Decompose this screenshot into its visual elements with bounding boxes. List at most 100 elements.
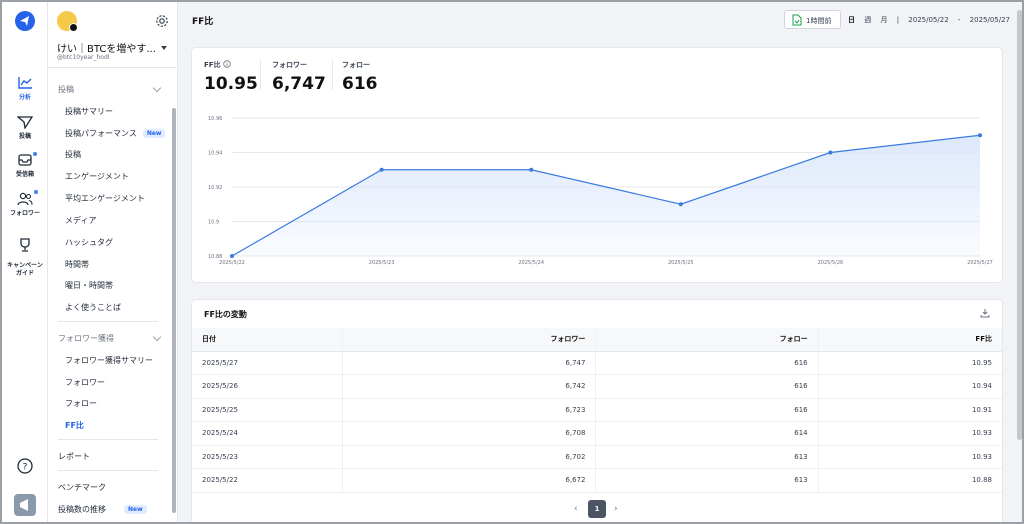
ff-ratio-table: 日付 フォロワー フォロー FF比 2025/5/27 6,747 616 10.95… <box>192 328 1002 493</box>
cell-date: 2025/5/24 <box>192 421 343 446</box>
sidebar: けい｜BTCを増やす... @btc10year_hodl 投稿 投稿サマリー … <box>48 2 178 522</box>
sidebar-item-report[interactable]: レポート <box>58 452 90 461</box>
col-followers[interactable]: フォロワー <box>342 328 597 352</box>
next-page-button[interactable]: › <box>614 504 618 514</box>
date-to[interactable]: 2025/05/27 <box>969 16 1011 24</box>
sidebar-item-hashtag[interactable]: ハッシュタグ <box>65 238 113 247</box>
sidebar-item-ff-ratio[interactable]: FF比 <box>65 421 84 430</box>
section-posts[interactable]: 投稿 <box>58 83 162 95</box>
account-switcher[interactable]: けい｜BTCを増やす... @btc10year_hodl <box>48 2 178 68</box>
metric-label: FF比 <box>204 60 258 70</box>
chevron-down-icon[interactable] <box>161 46 167 50</box>
file-refresh-icon <box>792 14 802 26</box>
period-day-button[interactable]: 日 <box>848 16 855 24</box>
cell-date: 2025/5/25 <box>192 398 343 422</box>
sidebar-item-common-words[interactable]: よく使うことば <box>65 303 121 312</box>
metric-followers: フォロワー 6,747 <box>272 60 326 94</box>
section-followers-label: フォロワー獲得 <box>58 334 114 343</box>
table-header-row: 日付 フォロワー フォロー FF比 <box>192 328 1002 352</box>
info-icon[interactable] <box>223 60 231 68</box>
sidebar-nav: 投稿 投稿サマリー 投稿パフォーマンス New 投稿 エンゲージメント 平均エンゲ… <box>48 68 172 522</box>
data-point <box>529 167 534 172</box>
metric-ff-ratio: FF比 10.95 <box>204 60 258 94</box>
rail-item-inbox[interactable]: 受信箱 <box>2 153 48 178</box>
period-week-button[interactable]: 週 <box>864 16 872 24</box>
col-ff-ratio[interactable]: FF比 <box>818 328 1002 352</box>
metric-divider <box>260 60 261 90</box>
sidebar-item-media[interactable]: メディア <box>65 216 97 225</box>
y-tick-label: 10.96 <box>208 116 222 122</box>
data-point <box>230 254 234 258</box>
help-icon[interactable]: ? <box>17 458 33 474</box>
nav-rail: 分析 投稿 受信箱 フォロワー キャンペーン ガイド ? <box>2 2 48 522</box>
sidebar-item-post-summary[interactable]: 投稿サマリー <box>65 107 113 116</box>
trophy-icon <box>20 238 30 252</box>
cell-followers: 6,747 <box>342 351 597 375</box>
table-title: FF比の変動 <box>204 310 247 319</box>
cell-ff-ratio: 10.88 <box>818 468 1002 493</box>
download-icon[interactable] <box>980 308 990 318</box>
window-scrollbar[interactable] <box>1017 10 1022 440</box>
cell-ff-ratio: 10.94 <box>818 374 1002 399</box>
col-date[interactable]: 日付 <box>192 328 343 352</box>
cell-ff-ratio: 10.93 <box>818 421 1002 446</box>
followers-notification-dot <box>34 190 38 194</box>
table-row: 2025/5/23 6,702 613 10.93 <box>192 445 1002 469</box>
rail-label-analysis: 分析 <box>18 94 31 101</box>
metric-following-label: フォロー <box>342 61 370 69</box>
sidebar-item-post-count-trend[interactable]: 投稿数の推移 New <box>58 504 147 515</box>
metric-followers-label: フォロワー <box>272 61 307 69</box>
account-handle: @btc10year_hodl <box>57 54 110 61</box>
sidebar-item-posts[interactable]: 投稿 <box>65 150 81 159</box>
sidebar-item-post-performance[interactable]: 投稿パフォーマンス New <box>65 128 166 139</box>
sidebar-item-avg-engagement[interactable]: 平均エンゲージメント <box>65 194 145 203</box>
period-month-button[interactable]: 月 <box>880 16 888 24</box>
sidebar-item-follower-summary[interactable]: フォロワー獲得サマリー <box>65 356 153 365</box>
rail-item-analysis[interactable]: 分析 <box>2 76 48 101</box>
cell-followers: 6,702 <box>342 445 597 469</box>
rail-label-posts: 投稿 <box>18 133 31 140</box>
inbox-notification-dot <box>33 152 37 156</box>
sidebar-scrollbar[interactable] <box>172 108 176 513</box>
megaphone-icon <box>20 499 28 511</box>
ff-ratio-table-card: FF比の変動 日付 フォロワー フォロー FF比 2025/5/27 6,747 6… <box>191 299 1003 522</box>
sidebar-item-time-slot[interactable]: 時間帯 <box>65 260 89 269</box>
x-tick-label: 2025/5/27 <box>967 260 993 266</box>
rail-item-campaign-guide[interactable]: キャンペーン ガイド <box>2 230 48 278</box>
prev-page-button[interactable]: ‹ <box>574 504 578 514</box>
section-followers[interactable]: フォロワー獲得 <box>58 332 162 344</box>
gear-icon[interactable] <box>155 14 169 28</box>
app-logo-icon[interactable] <box>14 10 36 32</box>
sidebar-item-engagement[interactable]: エンゲージメント <box>65 172 129 181</box>
metric-ff-ratio-value: 10.95 <box>204 74 258 94</box>
section-posts-label: 投稿 <box>58 85 74 94</box>
cell-date: 2025/5/22 <box>192 468 343 493</box>
page-1-button[interactable]: 1 <box>588 500 606 518</box>
table-row: 2025/5/26 6,742 616 10.94 <box>192 374 1002 399</box>
sidebar-item-following[interactable]: フォロー <box>65 399 97 408</box>
rail-item-posts[interactable]: 投稿 <box>2 115 48 140</box>
date-from[interactable]: 2025/05/22 <box>908 16 949 24</box>
sidebar-item-followers[interactable]: フォロワー <box>65 378 105 387</box>
col-following[interactable]: フォロー <box>595 328 819 352</box>
cell-followers: 6,672 <box>342 468 597 493</box>
divider <box>58 321 158 322</box>
rail-item-followers[interactable]: フォロワー <box>2 192 48 217</box>
divider <box>58 470 158 471</box>
rail-label-inbox: 受信箱 <box>15 171 34 178</box>
user-avatar[interactable] <box>14 494 36 516</box>
metric-ff-ratio-label: FF比 <box>204 61 221 69</box>
metric-divider <box>332 60 333 90</box>
users-icon <box>17 192 33 206</box>
x-tick-label: 2025/5/24 <box>518 260 544 266</box>
sidebar-item-weekday-time[interactable]: 曜日・時間帯 <box>65 281 113 290</box>
cell-ff-ratio: 10.91 <box>818 398 1002 422</box>
data-point <box>828 150 833 155</box>
table-row: 2025/5/22 6,672 613 10.88 <box>192 468 1002 493</box>
date-dash: - <box>957 16 961 24</box>
sidebar-item-benchmark[interactable]: ベンチマーク <box>58 483 106 492</box>
x-tick-label: 2025/5/25 <box>668 260 694 266</box>
refresh-button[interactable]: 1時間前 <box>784 10 841 29</box>
y-tick-label: 10.88 <box>208 254 222 260</box>
